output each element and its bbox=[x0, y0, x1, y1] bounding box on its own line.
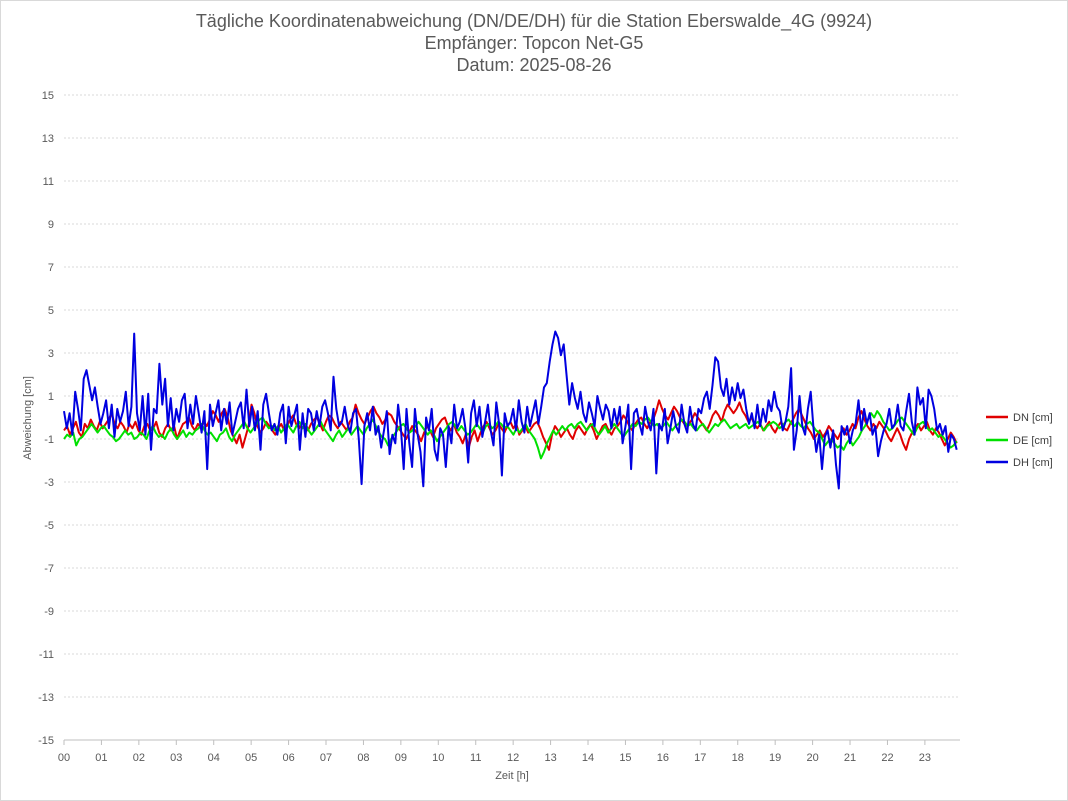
y-tick-label: -11 bbox=[39, 649, 54, 661]
y-tick-label: -9 bbox=[44, 606, 54, 618]
x-tick-label: 06 bbox=[282, 752, 294, 764]
y-tick-label: 3 bbox=[48, 348, 54, 360]
series-line-dh bbox=[63, 330, 958, 490]
gridlines bbox=[64, 94, 960, 741]
x-tick-label: 23 bbox=[919, 752, 931, 764]
y-tick-label: 9 bbox=[48, 219, 54, 231]
x-axis-label: Zeit [h] bbox=[495, 770, 529, 782]
x-tick-label: 17 bbox=[694, 752, 706, 764]
x-tick-label: 00 bbox=[58, 752, 70, 764]
x-tick-label: 02 bbox=[133, 752, 145, 764]
x-tick-label: 11 bbox=[470, 752, 481, 764]
x-tick-label: 15 bbox=[619, 752, 631, 764]
y-tick-label: -13 bbox=[38, 692, 54, 704]
y-tick-label: -3 bbox=[44, 477, 54, 489]
legend: DN [cm] DE [cm] DH [cm] bbox=[986, 412, 1053, 469]
x-tick-label: 16 bbox=[657, 752, 669, 764]
y-tick-label: 5 bbox=[48, 305, 54, 317]
x-tick-labels: 00 01 02 03 04 05 06 07 08 09 10 11 12 13 14 15 16 17 18 19… bbox=[58, 740, 931, 764]
chart-title-block: Tägliche Koordinatenabweichung (DN/DE/DH… bbox=[0, 10, 1068, 76]
x-tick-label: 21 bbox=[844, 752, 856, 764]
y-tick-label: -5 bbox=[44, 520, 54, 532]
y-tick-label: 11 bbox=[43, 176, 54, 188]
x-tick-label: 03 bbox=[170, 752, 182, 764]
y-tick-label: 15 bbox=[42, 90, 54, 102]
x-tick-label: 07 bbox=[320, 752, 332, 764]
x-tick-label: 05 bbox=[245, 752, 257, 764]
x-tick-label: 13 bbox=[544, 752, 556, 764]
legend-entry-label: DH [cm] bbox=[1013, 457, 1053, 469]
x-tick-label: 10 bbox=[432, 752, 444, 764]
x-tick-label: 20 bbox=[806, 752, 818, 764]
series-line-de bbox=[63, 410, 958, 460]
chart-subtitle-receiver: Empfänger: Topcon Net-G5 bbox=[424, 33, 644, 53]
y-tick-labels: 15 13 11 9 7 5 3 1 -1 -3 -5 -7 -9 -11 -13 -15 bbox=[38, 90, 54, 747]
chart-title: Tägliche Koordinatenabweichung (DN/DE/DH… bbox=[195, 11, 873, 31]
x-tick-label: 12 bbox=[507, 752, 519, 764]
chart-subtitle-date: Datum: 2025-08-26 bbox=[456, 55, 612, 75]
legend-entry-label: DE [cm] bbox=[1013, 435, 1052, 447]
x-tick-label: 09 bbox=[395, 752, 407, 764]
legend-entry-label: DN [cm] bbox=[1013, 412, 1053, 424]
x-tick-label: 04 bbox=[208, 752, 220, 764]
y-tick-label: 13 bbox=[42, 133, 54, 145]
y-tick-label: 7 bbox=[48, 262, 54, 274]
y-tick-label: -1 bbox=[44, 434, 54, 446]
x-tick-label: 18 bbox=[732, 752, 744, 764]
x-tick-label: 22 bbox=[881, 752, 893, 764]
x-tick-label: 19 bbox=[769, 752, 781, 764]
x-tick-label: 08 bbox=[357, 752, 369, 764]
data-series bbox=[63, 330, 958, 490]
y-tick-label: -7 bbox=[44, 563, 54, 575]
y-axis-label: Abweichung [cm] bbox=[22, 376, 34, 460]
x-tick-label: 01 bbox=[95, 752, 107, 764]
y-tick-label: 1 bbox=[48, 391, 54, 403]
x-tick-label: 14 bbox=[582, 752, 594, 764]
y-tick-label: -15 bbox=[38, 735, 54, 747]
